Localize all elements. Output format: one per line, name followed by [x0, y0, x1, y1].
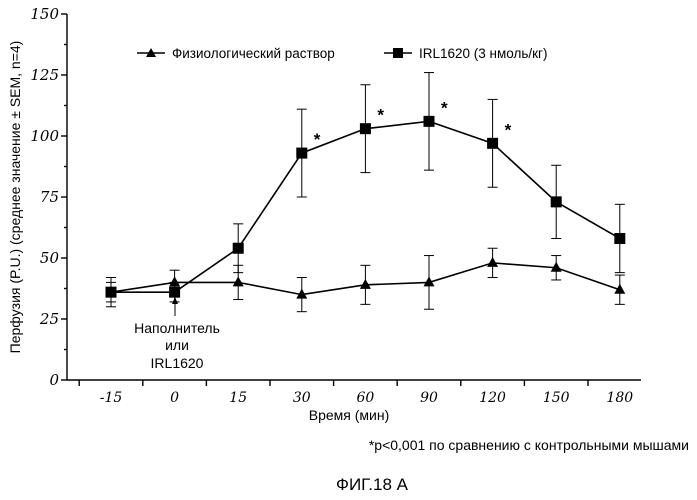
data-point-triangle	[614, 283, 626, 294]
y-tick-label: 125	[30, 66, 59, 84]
injection-note-line-3: IRL1620	[151, 355, 204, 371]
y-tick-label: 75	[40, 188, 59, 206]
data-point-triangle	[423, 276, 435, 287]
y-tick-label: 100	[30, 127, 59, 145]
x-tick-label: 30	[293, 390, 311, 406]
x-tick-label: 0	[170, 390, 179, 406]
data-point-square	[423, 115, 435, 127]
x-tick-label: 90	[420, 390, 438, 406]
data-point-square	[296, 147, 308, 159]
data-point-triangle	[232, 276, 244, 287]
data-point-triangle	[296, 288, 308, 299]
legend: Физиологический раствор IRL1620 (3 нмоль…	[137, 46, 547, 61]
footnote: *p<0,001 по сравнению с контрольными мыш…	[369, 437, 689, 453]
data-point-square	[232, 242, 244, 254]
data-point-square	[614, 232, 626, 244]
x-tick-label: -15	[100, 390, 123, 406]
significance-star: *	[505, 120, 512, 139]
x-axis-title: Время (мин)	[309, 407, 390, 423]
data-point-triangle	[105, 286, 117, 297]
x-tick-label: 60	[356, 390, 374, 406]
y-axis-title: Перфузия (P.U.) (среднее значение ± SEM,…	[7, 41, 23, 354]
x-tick-label: 15	[229, 390, 247, 406]
legend-marker-triangle	[146, 48, 156, 57]
y-axis	[61, 13, 68, 381]
x-tick-label: 120	[479, 390, 506, 406]
injection-arrow-head	[172, 297, 178, 304]
legend-marker-square	[393, 48, 403, 58]
y-tick-label: 50	[40, 249, 60, 267]
significance-star: *	[377, 106, 384, 125]
injection-annotation: Наполнитель или IRL1620	[134, 297, 220, 371]
significance-star: *	[441, 98, 448, 117]
significance-markers: * * * *	[314, 98, 512, 149]
x-axis	[67, 379, 641, 386]
y-tick-labels: 0 25 50 75 100 125 150	[30, 5, 59, 389]
data-point-square	[359, 123, 371, 135]
data-point-triangle	[169, 276, 181, 287]
x-tick-label: 180	[606, 390, 633, 406]
y-tick-label: 25	[39, 310, 59, 328]
x-tick-labels: -15 0 15 30 60 90 120 150 180	[100, 390, 634, 406]
series-saline	[105, 247, 626, 313]
legend-label-saline: Физиологический раствор	[172, 46, 335, 61]
y-tick-label: 0	[49, 371, 59, 389]
data-point-square	[550, 196, 562, 208]
series-irl1620	[105, 72, 626, 303]
data-point-square	[487, 137, 499, 149]
significance-star: *	[314, 130, 321, 149]
legend-label-irl1620: IRL1620 (3 нмоль/кг)	[419, 46, 547, 61]
data-point-triangle	[359, 278, 371, 289]
figure-caption: ФИГ.18 А	[336, 475, 409, 494]
data-point-triangle	[487, 256, 499, 267]
injection-note-line-1: Наполнитель	[134, 320, 220, 336]
injection-note-line-2: или	[165, 337, 189, 353]
x-tick-label: 150	[543, 390, 570, 406]
y-tick-label: 150	[30, 5, 59, 23]
data-point-triangle	[550, 261, 562, 272]
